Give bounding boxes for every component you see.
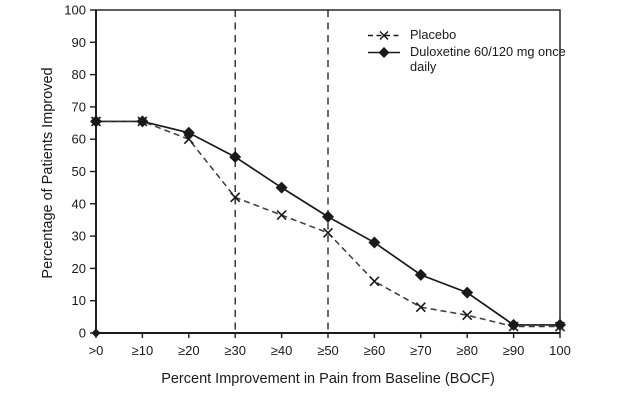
y-tick-label: 20 xyxy=(72,261,86,276)
legend-label-duloxetine: Duloxetine 60/120 mg once daily xyxy=(410,44,566,74)
duloxetine-line-icon xyxy=(368,47,400,58)
x-tick-label: ≥70 xyxy=(410,343,432,358)
legend-item-duloxetine: Duloxetine 60/120 mg once daily xyxy=(350,44,568,74)
y-tick-label: 30 xyxy=(72,229,86,244)
y-tick-label: 60 xyxy=(72,132,86,147)
y-tick-label: 80 xyxy=(72,67,86,82)
x-tick-label: ≥60 xyxy=(364,343,386,358)
legend-label-placebo: Placebo xyxy=(410,27,457,42)
placebo-line-icon xyxy=(368,30,400,41)
legend: Placebo Duloxetine 60/120 mg once daily xyxy=(350,27,568,74)
placebo-series-line xyxy=(96,120,560,328)
y-tick-label: 100 xyxy=(64,3,86,18)
y-tick-label: 70 xyxy=(72,99,86,114)
x-tick-label: >0 xyxy=(89,343,104,358)
y-axis-title: Percentage of Patients Improved xyxy=(40,67,56,279)
y-axis-ticks: 0 10 20 30 40 50 60 70 80 90 100 xyxy=(64,3,96,341)
x-tick-label: ≥50 xyxy=(317,343,339,358)
x-tick-label: ≥10 xyxy=(132,343,154,358)
x-axis-title: Percent Improvement in Pain from Baselin… xyxy=(161,371,495,387)
y-tick-label: 90 xyxy=(72,35,86,50)
x-tick-label: ≥80 xyxy=(456,343,478,358)
y-tick-label: 0 xyxy=(79,326,86,341)
y-tick-label: 10 xyxy=(72,293,86,308)
duloxetine-markers xyxy=(90,115,566,331)
legend-item-placebo: Placebo xyxy=(350,27,568,43)
x-tick-label: 100 xyxy=(549,343,571,358)
y-tick-label: 50 xyxy=(72,164,86,179)
x-tick-label: ≥30 xyxy=(224,343,246,358)
y-tick-label: 40 xyxy=(72,196,86,211)
x-tick-label: ≥40 xyxy=(271,343,293,358)
x-tick-label: ≥20 xyxy=(178,343,200,358)
x-tick-label: ≥90 xyxy=(503,343,525,358)
x-axis-ticks: >0 ≥10 ≥20 ≥30 ≥40 ≥50 ≥60 ≥70 ≥80 ≥90 100 xyxy=(89,333,571,358)
origin-marker xyxy=(91,328,101,338)
